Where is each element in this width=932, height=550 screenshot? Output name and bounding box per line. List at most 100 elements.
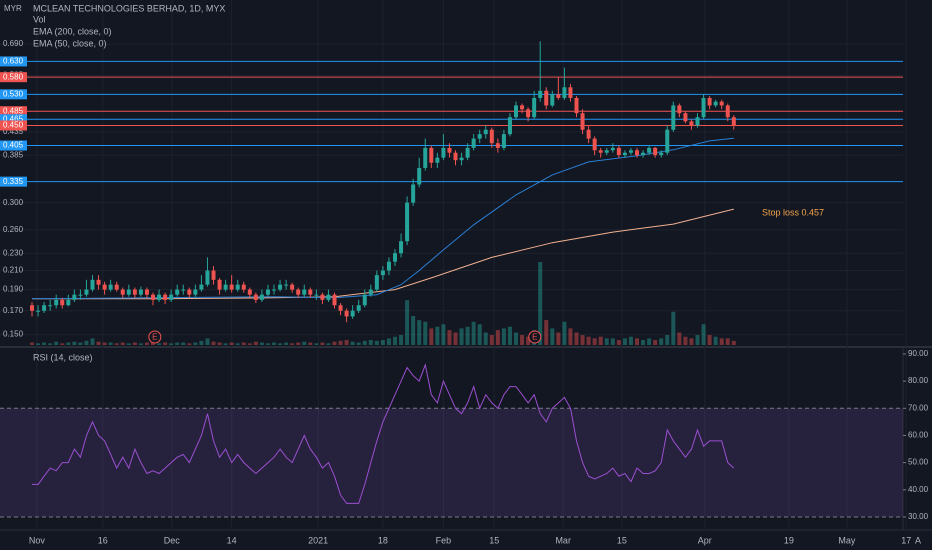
candle-body (350, 310, 355, 317)
volume-bar (411, 315, 416, 345)
annotation: Stop loss 0.457 (762, 207, 824, 217)
candle-body (507, 117, 512, 135)
candle-body (562, 87, 567, 98)
candle-body (501, 134, 506, 148)
candle-body (653, 147, 658, 156)
earnings-marker (148, 330, 162, 344)
volume-bar (526, 336, 531, 345)
y-tick-label: 0.190 (3, 285, 24, 294)
rsi-tick-label: 40.00 (908, 485, 929, 494)
candle-body (538, 90, 543, 98)
y-tick-label: 0.230 (3, 248, 24, 257)
level-label: 0.580 (3, 72, 24, 81)
candle-body (683, 113, 688, 122)
level-label-box (0, 106, 27, 117)
volume-bar (671, 311, 676, 345)
volume-bar (495, 330, 500, 345)
volume-bar (635, 338, 640, 345)
candle-body (411, 184, 416, 203)
volume-bar (78, 342, 83, 345)
volume-bar (610, 338, 615, 345)
volume-bar (641, 340, 646, 345)
candle-body (241, 284, 246, 290)
x-tick-label: Apr (698, 535, 712, 545)
volume-bar (338, 340, 343, 345)
volume-bar (102, 342, 107, 345)
candle-body (447, 147, 452, 153)
candle-body (707, 97, 712, 106)
y-tick-label: 0.210 (3, 266, 24, 275)
candle-body (429, 147, 434, 163)
volume-bar (707, 335, 712, 345)
candle-body (157, 294, 162, 300)
volume-bar (253, 341, 258, 345)
volume-bar (374, 340, 379, 345)
volume-bar (393, 336, 398, 345)
volume-bar (592, 338, 597, 345)
candle-body (163, 294, 168, 300)
volume-bar (126, 343, 131, 345)
candle-body (175, 289, 180, 295)
candle-body (181, 289, 186, 291)
candle-body (320, 294, 325, 300)
volume-bar (60, 343, 65, 345)
level-label-box (0, 89, 27, 100)
y-tick-label: 0.435 (3, 127, 24, 136)
candle-body (399, 241, 404, 254)
candle-body (713, 101, 718, 106)
level-label: 0.405 (3, 141, 24, 150)
volume-bar (447, 330, 452, 345)
candle-body (290, 284, 295, 290)
ema-line (32, 208, 734, 300)
volume-bar (144, 342, 149, 345)
rsi-line (32, 362, 735, 504)
volume-bar (84, 340, 89, 345)
volume-bar (151, 341, 156, 345)
candle-body (72, 294, 77, 300)
candle-body (586, 129, 591, 139)
level-label-box (0, 140, 27, 151)
candle-body (362, 294, 367, 306)
candle-body (374, 275, 379, 290)
candle-body (308, 289, 313, 295)
candle-body (253, 294, 258, 300)
candle-body (187, 289, 192, 295)
x-tick-label: 18 (378, 535, 388, 545)
y-tick-label: 0.170 (3, 306, 24, 315)
candle-body (247, 289, 252, 295)
volume-bar (731, 340, 736, 345)
volume-bar (405, 300, 410, 345)
volume-bar (701, 324, 706, 345)
volume-bar (284, 342, 289, 345)
volume-bar (350, 341, 355, 345)
candle-body (126, 289, 131, 295)
level-label-box (0, 176, 27, 187)
volume-bar (653, 340, 658, 345)
candle-body (36, 310, 41, 312)
autoscale-button[interactable]: A (915, 535, 921, 545)
level-label: 0.450 (3, 121, 24, 130)
volume-bar (598, 336, 603, 345)
candle-body (526, 109, 531, 118)
volume-bar (272, 342, 277, 345)
candle-body (205, 270, 210, 285)
candle-body (120, 289, 125, 295)
volume-bar (217, 342, 222, 345)
x-tick-label: Feb (436, 535, 452, 545)
candle-body (701, 97, 706, 118)
x-tick-label: 2021 (308, 535, 328, 545)
level-label: 0.485 (3, 106, 24, 115)
volume-bar (241, 342, 246, 345)
volume-bar (30, 342, 35, 345)
volume-bar (501, 328, 506, 345)
level-label-box (0, 72, 27, 83)
level-label-box (0, 120, 27, 131)
rsi-tick-label: 70.00 (908, 403, 929, 412)
volume-bar (489, 335, 494, 345)
candle-body (132, 289, 137, 295)
level-label-box (0, 56, 27, 67)
candle-body (332, 294, 337, 306)
volume-bar (163, 342, 168, 345)
symbol-title: MCLEAN TECHNOLOGIES BERHAD, 1D, MYX (33, 3, 225, 13)
